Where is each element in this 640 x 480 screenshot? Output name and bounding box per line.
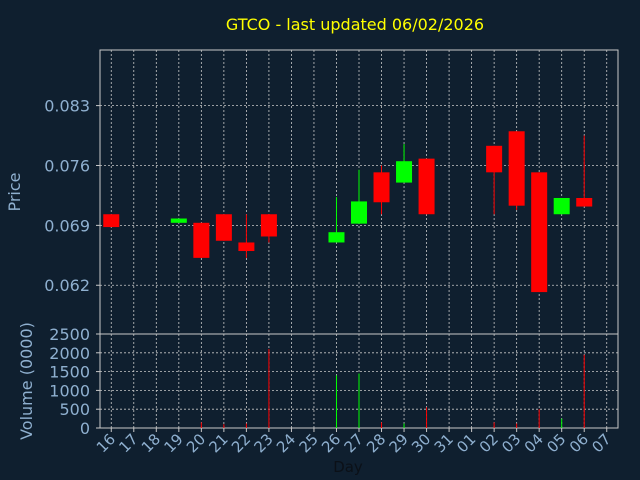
candle <box>328 197 345 243</box>
candle <box>486 145 503 215</box>
volume-tick-label: 500 <box>59 400 90 419</box>
price-tick-label: 0.069 <box>44 216 90 235</box>
volume-bars <box>200 349 585 428</box>
chart-title: GTCO - last updated 06/02/2026 <box>226 15 484 34</box>
candle-body <box>531 172 548 293</box>
candle-body <box>260 214 277 237</box>
candle-body <box>576 197 593 207</box>
candle-body <box>486 145 503 173</box>
candle-body <box>328 232 345 243</box>
volume-tick-label: 1000 <box>49 381 90 400</box>
candle <box>553 197 570 215</box>
candle <box>373 165 390 215</box>
candle-body <box>373 172 390 203</box>
x-axis-label: Day <box>333 458 363 476</box>
price-tick-label: 0.062 <box>44 276 90 295</box>
candle <box>238 214 255 258</box>
x-axis: 1617181920212223242526272829303101020304… <box>93 428 615 456</box>
candle-body <box>103 214 120 228</box>
price-tick-label: 0.083 <box>44 97 90 116</box>
candle-body <box>396 161 413 183</box>
candle <box>260 214 277 243</box>
candle <box>215 214 232 241</box>
candles <box>103 131 593 293</box>
candle <box>351 169 367 224</box>
price-tick-label: 0.076 <box>44 156 90 175</box>
candle <box>103 214 120 228</box>
volume-tick-label: 2500 <box>49 325 90 344</box>
candle <box>170 218 187 223</box>
candle <box>396 144 413 183</box>
volume-tick-label: 2000 <box>49 344 90 363</box>
candle-body <box>170 218 187 223</box>
candle <box>531 172 548 293</box>
candle-body <box>418 158 435 215</box>
candle-body <box>215 214 232 241</box>
candle-body <box>508 131 525 206</box>
candle-body <box>193 222 210 258</box>
candle <box>418 158 435 215</box>
volume-tick-label: 0 <box>80 419 90 438</box>
candle <box>508 131 525 210</box>
candle <box>193 222 210 258</box>
candle-body <box>351 201 367 224</box>
volume-tick-label: 1500 <box>49 363 90 382</box>
x-tick-label: 07 <box>588 430 614 456</box>
price-axis: 0.083 0.076 0.069 0.062 <box>44 97 100 295</box>
price-axis-label: Price <box>5 172 24 211</box>
candle-body <box>553 197 570 215</box>
candle-body <box>238 242 255 252</box>
volume-axis-label: Volume (0000) <box>17 322 36 440</box>
candle <box>576 135 593 207</box>
